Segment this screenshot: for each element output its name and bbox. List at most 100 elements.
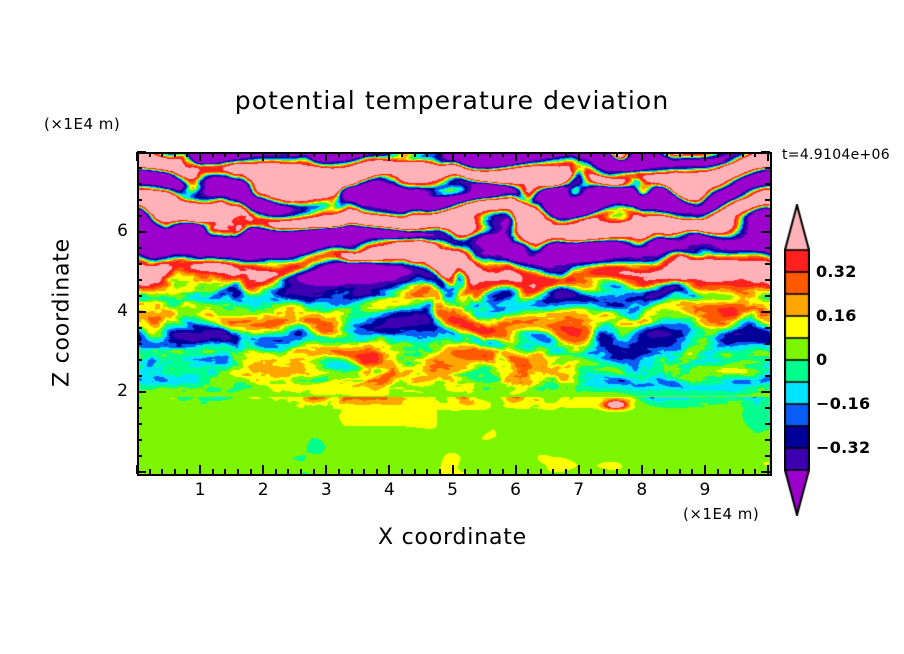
axis-tick [477, 469, 479, 474]
axis-tick [137, 343, 142, 345]
x-axis-title: X coordinate [377, 525, 527, 550]
axis-tick [761, 151, 770, 153]
x-tick-label: 2 [257, 480, 269, 500]
axis-tick [262, 152, 264, 161]
axis-tick [250, 152, 252, 157]
axis-tick [137, 215, 142, 217]
axis-tick [765, 279, 770, 281]
colorbar-tick-label: −0.16 [816, 394, 871, 413]
z-axis-unit-label: (×1E4 m) [44, 115, 121, 133]
axis-tick [489, 469, 491, 474]
axis-tick [515, 152, 517, 161]
axis-tick [376, 469, 378, 474]
axis-tick [275, 469, 277, 474]
axis-tick [761, 231, 770, 233]
axis-tick [224, 152, 226, 157]
axis-tick [761, 471, 770, 473]
axis-tick [552, 469, 554, 474]
axis-tick [137, 183, 142, 185]
axis-tick [765, 455, 770, 457]
axis-tick [426, 469, 428, 474]
x-tick-label: 6 [510, 480, 521, 500]
axis-tick [287, 152, 289, 157]
axis-tick [161, 469, 163, 474]
axis-tick [414, 469, 416, 474]
axis-tick [540, 469, 542, 474]
axis-tick [363, 152, 365, 157]
axis-tick [363, 469, 365, 474]
axis-tick [137, 151, 146, 153]
axis-tick [250, 469, 252, 474]
axis-tick [137, 295, 142, 297]
x-tick-label: 9 [699, 480, 711, 500]
axis-tick [212, 152, 214, 157]
axis-tick [590, 152, 592, 157]
axis-tick [565, 152, 567, 157]
axis-tick [149, 152, 151, 157]
axis-tick [186, 152, 188, 157]
axis-tick [426, 152, 428, 157]
axis-tick [540, 152, 542, 157]
axis-tick [414, 152, 416, 157]
axis-tick [765, 215, 770, 217]
axis-tick [765, 183, 770, 185]
axis-tick [439, 152, 441, 157]
axis-tick [765, 423, 770, 425]
axis-tick [224, 469, 226, 474]
axis-tick [388, 152, 390, 161]
axis-tick [338, 152, 340, 157]
axis-tick [174, 152, 176, 157]
axis-tick [653, 152, 655, 157]
axis-tick [679, 152, 681, 157]
axis-tick [452, 152, 454, 161]
axis-tick [300, 152, 302, 157]
axis-tick [313, 469, 315, 474]
axis-tick [137, 439, 142, 441]
axis-tick [765, 375, 770, 377]
x-tick-label: 4 [383, 480, 395, 500]
y-tick-label: 4 [117, 301, 128, 321]
axis-tick [287, 469, 289, 474]
axis-tick [137, 231, 146, 233]
x-tick-label: 1 [194, 480, 206, 500]
axis-tick [325, 465, 327, 474]
axis-tick [149, 469, 151, 474]
axis-tick [161, 152, 163, 157]
axis-tick [136, 465, 138, 474]
axis-tick [704, 465, 706, 474]
axis-tick [351, 469, 353, 474]
axis-tick [137, 327, 142, 329]
axis-tick [174, 469, 176, 474]
axis-tick [186, 469, 188, 474]
axis-tick [765, 263, 770, 265]
axis-tick [765, 199, 770, 201]
axis-tick [578, 152, 580, 161]
axis-tick [552, 152, 554, 157]
colorbar-tick-label: 0.32 [816, 262, 857, 281]
axis-tick [729, 469, 731, 474]
axis-tick [237, 469, 239, 474]
axis-tick [137, 423, 142, 425]
axis-tick [754, 469, 756, 474]
axis-tick [136, 152, 138, 161]
x-tick-label: 8 [636, 480, 648, 500]
axis-tick [765, 359, 770, 361]
axis-tick [679, 469, 681, 474]
y-tick-label: 2 [117, 381, 128, 401]
colorbar-tick-label: 0 [816, 350, 828, 369]
colorbar [784, 204, 810, 516]
axis-tick [325, 152, 327, 161]
axis-tick [452, 465, 454, 474]
axis-tick [641, 465, 643, 474]
axis-tick [477, 152, 479, 157]
axis-tick [765, 167, 770, 169]
axis-tick [666, 469, 668, 474]
axis-tick [137, 199, 142, 201]
axis-tick [628, 469, 630, 474]
axis-tick [761, 311, 770, 313]
axis-tick [439, 469, 441, 474]
axis-tick [754, 152, 756, 157]
axis-tick [765, 327, 770, 329]
time-annotation: t=4.9104e+06 [782, 147, 890, 163]
colorbar-tick-label: 0.16 [816, 306, 857, 325]
